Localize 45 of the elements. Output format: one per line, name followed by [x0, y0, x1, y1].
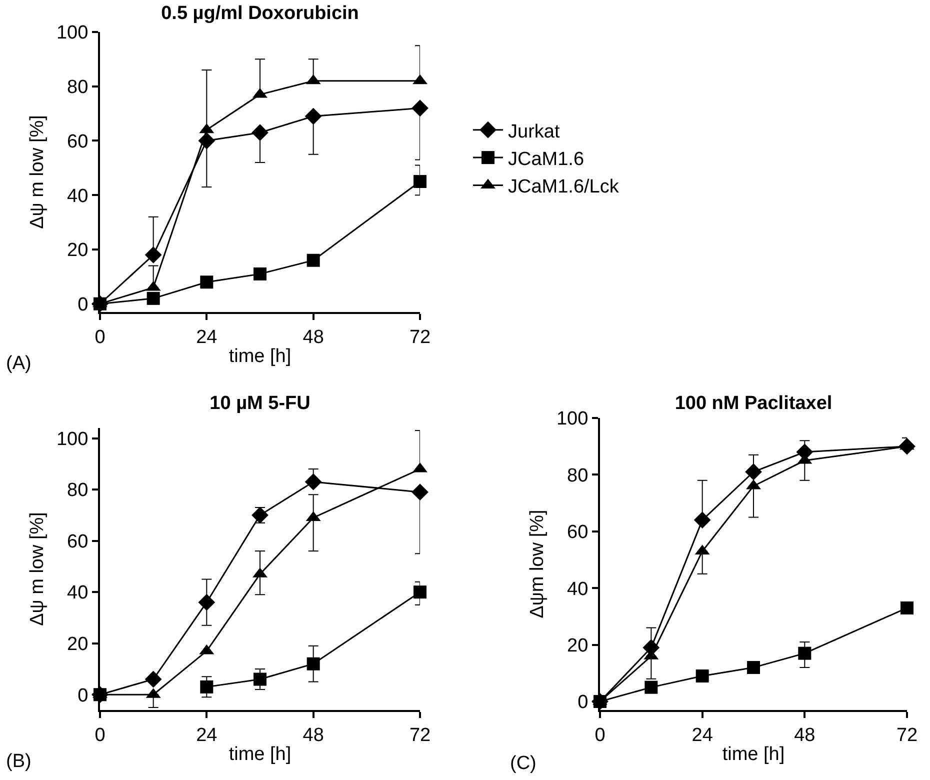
x-tick-label: 24 — [692, 724, 714, 746]
y-tick-label: 100 — [56, 428, 88, 450]
x-tick-label: 48 — [302, 326, 324, 348]
x-axis-title: time [h] — [228, 744, 292, 766]
y-tick-label: 60 — [67, 531, 88, 552]
y-axis-title: Δψ m low [%] — [26, 115, 48, 229]
text: (A) — [6, 353, 32, 374]
x-axis-title: time [h] — [722, 744, 785, 766]
x-tick-label: 24 — [196, 326, 218, 348]
text: (B) — [6, 751, 32, 772]
y-tick-label: 20 — [567, 635, 588, 656]
y-tick-label: 60 — [67, 131, 88, 152]
x-tick-label: 72 — [896, 724, 918, 746]
y-tick-label: 0 — [78, 685, 88, 706]
x-axis-title: time [h] — [228, 346, 292, 368]
x-tick-label: 72 — [409, 326, 431, 348]
y-tick-label: 20 — [67, 634, 88, 655]
legend-label: JCaM1.6/Lck — [508, 176, 620, 198]
legend-label: JCaM1.6 — [508, 148, 584, 170]
x-tick-label: 48 — [794, 724, 816, 746]
chart-title: 10 µM 5-FU — [210, 393, 310, 414]
y-tick-label: 100 — [56, 22, 88, 44]
y-tick-label: 0 — [78, 294, 88, 316]
y-tick-label: 80 — [67, 480, 88, 502]
x-tick-label: 0 — [94, 326, 106, 348]
y-axis-title: Δψm low [%] — [526, 510, 548, 618]
y-tick-label: 40 — [567, 578, 588, 600]
y-tick-label: 40 — [67, 186, 88, 207]
y-tick-label: 100 — [556, 408, 588, 430]
y-tick-label: 80 — [567, 465, 588, 486]
text: (C) — [510, 753, 536, 774]
chart-title: 0.5 µg/ml Doxorubicin — [161, 3, 359, 24]
y-tick-label: 0 — [578, 692, 588, 714]
x-tick-label: 72 — [409, 724, 431, 746]
x-tick-label: 0 — [94, 724, 106, 746]
chart-title: 100 nM Paclitaxel — [674, 393, 832, 414]
y-tick-label: 40 — [67, 582, 88, 604]
x-tick-label: 24 — [196, 724, 218, 746]
y-tick-label: 20 — [67, 240, 88, 262]
x-tick-label: 0 — [594, 724, 606, 746]
x-tick-label: 48 — [302, 724, 324, 746]
y-tick-label: 60 — [567, 522, 588, 544]
legend-label: Jurkat — [508, 121, 560, 142]
y-axis-title: Δψ m low [%] — [26, 512, 48, 626]
y-tick-label: 80 — [67, 77, 88, 98]
